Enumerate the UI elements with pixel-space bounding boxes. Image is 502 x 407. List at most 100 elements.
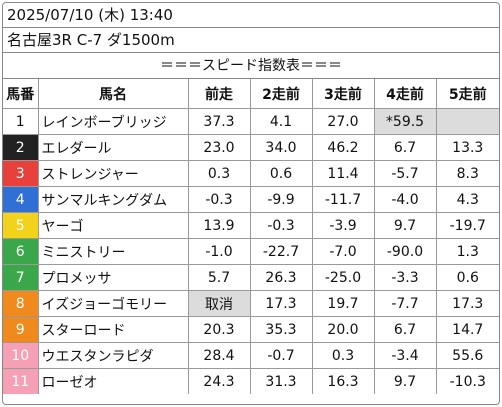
speed-index-2: -22.7 [250, 238, 313, 265]
speed-index-2: 4.1 [250, 108, 313, 135]
horse-row: 10 ウエスタンラピダ 28.4 -0.7 0.3 -3.4 55.6 [3, 342, 499, 369]
col-header-4back: 4走前 [374, 79, 437, 109]
horse-row: 8 イズジョーゴモリー 取消 17.3 19.7 -7.7 17.3 [3, 290, 499, 317]
speed-index-3: 0.3 [312, 342, 375, 369]
horse-name: イズジョーゴモリー [38, 290, 189, 317]
speed-index-3: 46.2 [312, 134, 375, 161]
speed-index-5: 4.3 [436, 186, 499, 213]
speed-index-1: 取消 [188, 290, 251, 317]
speed-index-4: -90.0 [374, 238, 437, 265]
speed-index-2: 34.0 [250, 134, 313, 161]
horse-row: 6 ミニストリー -1.0 -22.7 -7.0 -90.0 1.3 [3, 238, 499, 265]
speed-index-1: 24.3 [188, 368, 251, 394]
horse-name: サンマルキングダム [38, 186, 189, 213]
col-header-name: 馬名 [38, 79, 189, 109]
speed-index-5 [436, 108, 499, 135]
speed-index-4: 6.7 [374, 134, 437, 161]
speed-index-2: 0.6 [250, 160, 313, 187]
horse-row: 4 サンマルキングダム -0.3 -9.9 -11.7 -4.0 4.3 [3, 186, 499, 213]
speed-index-1: -1.0 [188, 238, 251, 265]
speed-index-4: *59.5 [374, 108, 437, 135]
horse-number: 3 [3, 160, 39, 187]
horse-number: 7 [3, 264, 39, 291]
horse-row: 11 ローゼオ 24.3 31.3 16.3 9.7 -10.3 [3, 368, 499, 394]
horse-name: プロメッサ [38, 264, 189, 291]
speed-index-4: 9.7 [374, 212, 437, 239]
speed-index-5: 0.6 [436, 264, 499, 291]
speed-index-1: -0.3 [188, 186, 251, 213]
speed-index-4: -5.7 [374, 160, 437, 187]
speed-index-3: 20.0 [312, 316, 375, 343]
horse-row: 2 エレダール 23.0 34.0 46.2 6.7 13.3 [3, 134, 499, 161]
speed-index-5: -10.3 [449, 373, 486, 390]
speed-index-5: 55.6 [436, 342, 499, 369]
horse-number: 10 [3, 342, 39, 369]
table-title: ＝＝＝スピード指数表＝＝＝ [3, 53, 499, 79]
speed-index-2: 17.3 [250, 290, 313, 317]
horse-name: ストレンジャー [38, 160, 189, 187]
speed-index-1: 37.3 [188, 108, 251, 135]
speed-index-3: 16.3 [312, 368, 375, 394]
col-header-last: 前走 [188, 79, 251, 109]
table-header-row: 馬番 馬名 前走 2走前 3走前 4走前 5走前 [3, 79, 499, 109]
horse-number: 5 [3, 212, 39, 239]
horse-name: ヤーゴ [38, 212, 189, 239]
horse-name: ミニストリー [38, 238, 189, 265]
speed-index-1: 28.4 [188, 342, 251, 369]
horse-row: 1 レインボーブリッジ 37.3 4.1 27.0 *59.5 [3, 108, 499, 135]
speed-index-4: -4.0 [374, 186, 437, 213]
race-datetime: 2025/07/10 (木) 13:40 [3, 3, 499, 28]
speed-index-5: 13.3 [436, 134, 499, 161]
speed-index-3: 27.0 [312, 108, 375, 135]
speed-index-4: 6.7 [374, 316, 437, 343]
speed-index-3: -11.7 [312, 186, 375, 213]
speed-index-4: -7.7 [374, 290, 437, 317]
horse-number: 11 [3, 368, 39, 394]
horse-row: 5 ヤーゴ 13.9 -0.3 -3.9 9.7 -19.7 [3, 212, 499, 239]
speed-index-5: 14.7 [436, 316, 499, 343]
speed-index-4: 9.7 [374, 368, 437, 394]
horse-number: 9 [3, 316, 39, 343]
speed-index-4: -3.3 [374, 264, 437, 291]
horse-number: 2 [3, 134, 39, 161]
horse-name: スターロード [38, 316, 189, 343]
horse-name: エレダール [38, 134, 189, 161]
horse-row: 7 プロメッサ 5.7 26.3 -25.0 -3.3 0.6 [3, 264, 499, 291]
horse-number: 4 [3, 186, 39, 213]
horse-row: 9 スターロード 20.3 35.3 20.0 6.7 14.7 [3, 316, 499, 343]
speed-index-2: -0.3 [250, 212, 313, 239]
speed-index-2: 31.3 [250, 368, 313, 394]
horse-number: 1 [3, 108, 39, 135]
speed-index-2: -0.7 [250, 342, 313, 369]
col-header-2back: 2走前 [250, 79, 313, 109]
speed-index-1: 0.3 [188, 160, 251, 187]
col-header-3back: 3走前 [312, 79, 375, 109]
speed-index-3: -25.0 [312, 264, 375, 291]
speed-index-5: 8.3 [436, 160, 499, 187]
speed-index-1: 5.7 [188, 264, 251, 291]
speed-index-2: 26.3 [250, 264, 313, 291]
speed-index-5: -19.7 [436, 212, 499, 239]
col-header-5back: 5走前 [436, 79, 499, 109]
speed-index-5: 1.3 [436, 238, 499, 265]
horse-name: レインボーブリッジ [38, 108, 189, 135]
horse-number: 6 [3, 238, 39, 265]
horse-name: ローゼオ [38, 368, 189, 394]
horse-name: ウエスタンラピダ [38, 342, 189, 369]
speed-index-3: -7.0 [312, 238, 375, 265]
speed-index-1: 13.9 [188, 212, 251, 239]
speed-index-2: -9.9 [250, 186, 313, 213]
speed-index-1: 23.0 [188, 134, 251, 161]
horse-number: 8 [3, 290, 39, 317]
race-info: 名古屋3R C-7 ダ1500m [3, 28, 499, 53]
horse-row: 3 ストレンジャー 0.3 0.6 11.4 -5.7 8.3 [3, 160, 499, 187]
speed-index-1: 20.3 [188, 316, 251, 343]
speed-index-4: -3.4 [374, 342, 437, 369]
speed-index-3: 11.4 [312, 160, 375, 187]
speed-index-3: 19.7 [312, 290, 375, 317]
col-header-number: 馬番 [3, 79, 39, 109]
speed-index-5: 17.3 [436, 290, 499, 317]
speed-index-table: 馬番 馬名 前走 2走前 3走前 4走前 5走前 1 レインボーブリッジ 37.3 4… [3, 79, 499, 394]
speed-index-2: 35.3 [250, 316, 313, 343]
